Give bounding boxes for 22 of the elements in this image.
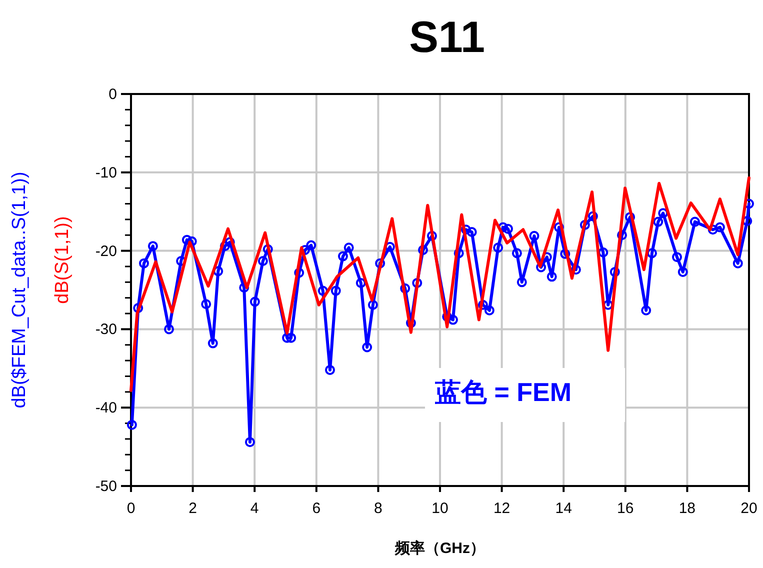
x-tick-label: 2: [188, 500, 197, 517]
x-tick-label: 18: [678, 500, 696, 517]
chart-title: S11: [409, 13, 485, 62]
y-tick-label: -30: [95, 321, 117, 338]
y-axis-title: dB($FEM_Cut_data..S(1,1)): [9, 172, 30, 408]
x-tick-label: 20: [740, 500, 758, 517]
x-tick-label: 14: [555, 500, 572, 517]
text: 蓝色 = FEM: [434, 377, 572, 407]
x-tick-label: 10: [432, 500, 448, 517]
x-axis-title: 频率（GHz）: [394, 539, 485, 557]
y-tick-label: -20: [95, 242, 117, 260]
x-tick-label: 4: [250, 500, 259, 517]
x-tick-label: 16: [617, 500, 634, 517]
y-tick-label: -10: [95, 164, 117, 182]
x-tick-label: 8: [374, 500, 382, 517]
x-tick-label: 6: [312, 500, 321, 517]
text: dB(S(1,1)): [52, 216, 73, 304]
x-tick-label: 0: [126, 500, 136, 517]
y-tick-label: -50: [95, 478, 117, 495]
x-tick-label: 12: [493, 500, 510, 517]
y-tick-label: 0: [108, 86, 117, 103]
y-tick-label: -40: [95, 400, 117, 417]
